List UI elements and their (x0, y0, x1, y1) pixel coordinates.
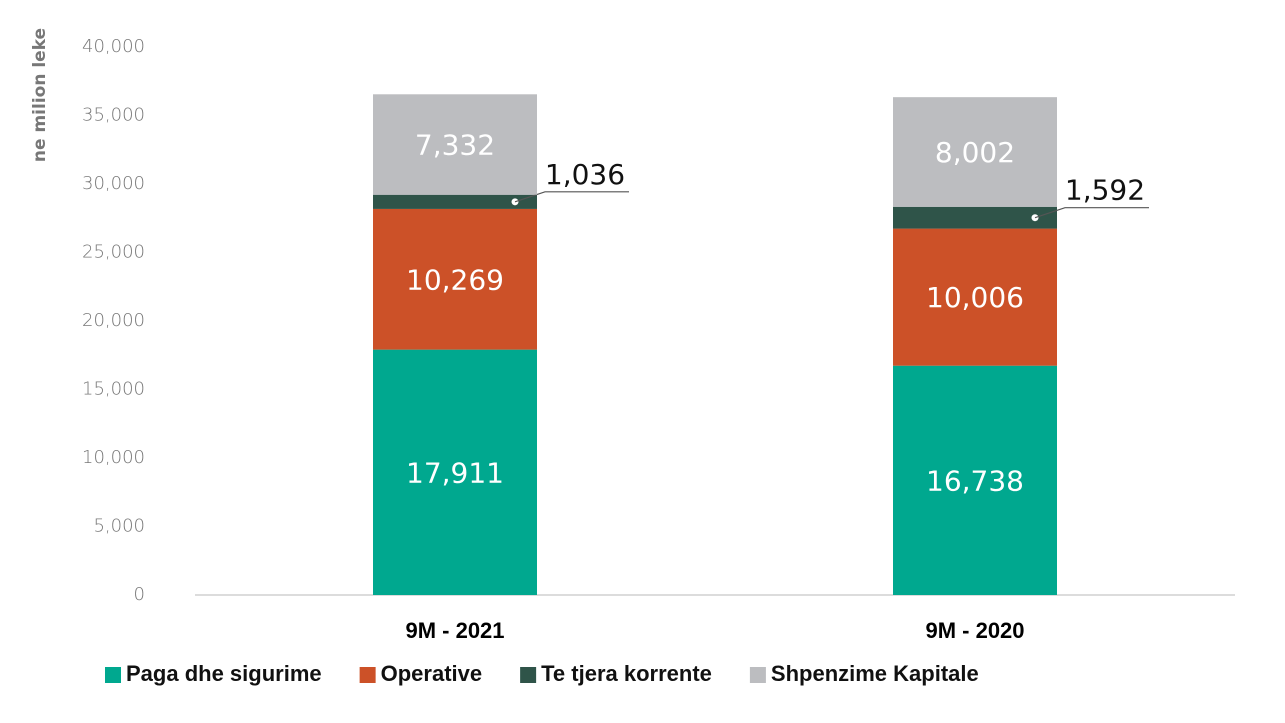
x-tick-label: 9M - 2020 (925, 618, 1024, 643)
y-tick-label: 5,000 (93, 516, 145, 537)
legend-label: Te tjera korrente (541, 661, 712, 686)
bar-segment (893, 365, 1057, 595)
legend-label: Operative (381, 661, 483, 686)
data-label: 1,592 (1065, 174, 1145, 207)
data-label: 10,006 (926, 281, 1024, 314)
callout-line (514, 191, 629, 203)
legend-swatch (520, 667, 537, 683)
legend-label: Paga dhe sigurime (126, 661, 322, 686)
legend-swatch (105, 667, 121, 683)
legend-swatch (749, 667, 766, 683)
data-label: 7,332 (415, 129, 495, 162)
bar-segment (373, 349, 537, 595)
data-label: 17,911 (406, 456, 504, 489)
legend-swatch (359, 667, 376, 683)
y-tick-label: 10,000 (82, 447, 145, 468)
x-tick-label: 9M - 2021 (405, 618, 504, 643)
bar-segment (373, 94, 537, 195)
callout-line (1034, 207, 1149, 219)
y-tick-label: 30,000 (82, 173, 145, 194)
y-tick-label: 35,000 (82, 105, 145, 126)
y-axis-label: ne milion leke (30, 28, 50, 162)
y-tick-label: 0 (134, 584, 145, 605)
bar-segment (893, 228, 1057, 366)
data-label: 16,738 (926, 464, 1024, 497)
y-tick-label: 15,000 (82, 379, 145, 400)
data-label: 1,036 (545, 158, 625, 191)
bar-segment (893, 206, 1057, 229)
bar-segment (893, 97, 1057, 207)
y-tick-label: 40,000 (82, 36, 145, 57)
data-label: 8,002 (935, 136, 1015, 169)
legend-label: Shpenzime Kapitale (771, 661, 979, 686)
y-tick-label: 25,000 (82, 242, 145, 263)
data-label: 10,269 (406, 263, 504, 296)
y-tick-label: 20,000 (82, 310, 145, 331)
bar-segment (373, 194, 537, 209)
bar-segment (373, 208, 537, 350)
